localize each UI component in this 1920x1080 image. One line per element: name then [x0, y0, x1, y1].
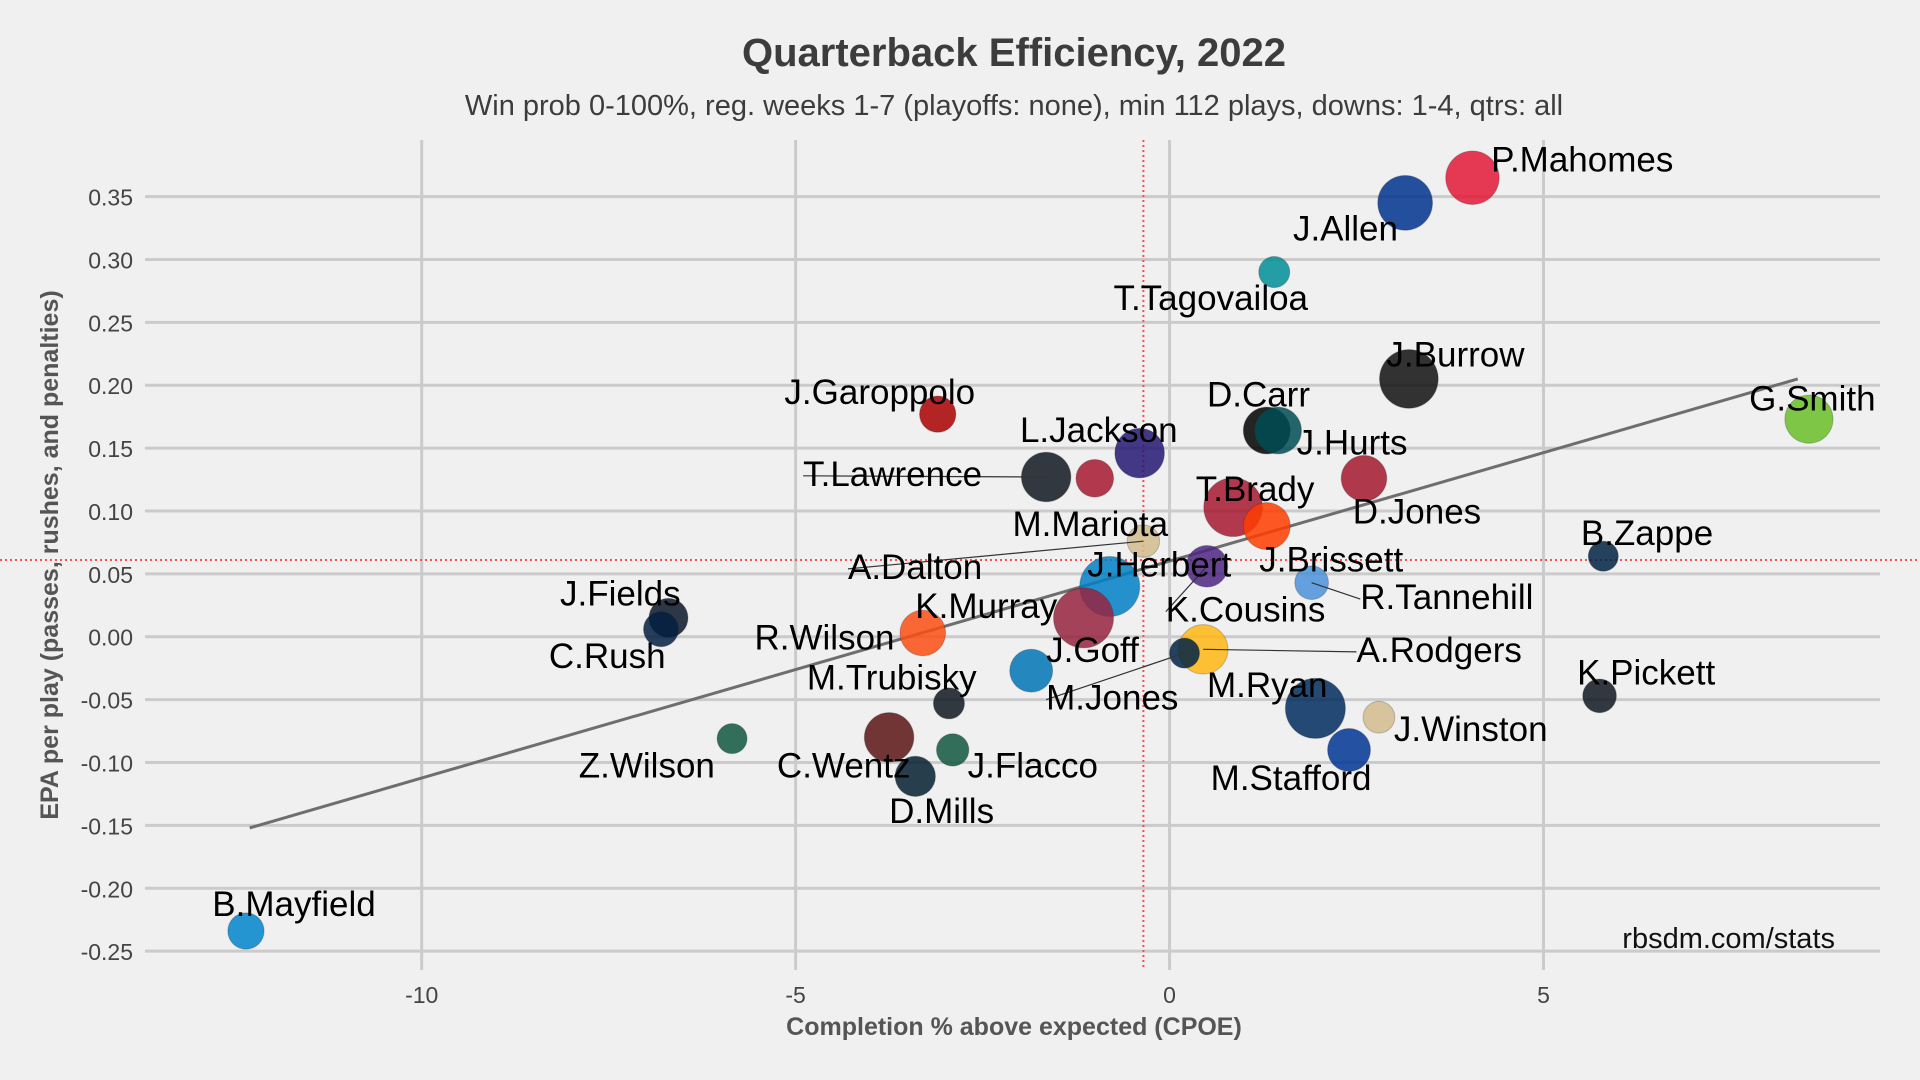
qb-label: K.Cousins — [1166, 591, 1326, 630]
qb-label: M.Jones — [1046, 679, 1178, 718]
x-tick-label: 5 — [1537, 982, 1550, 1008]
qb-point — [935, 733, 970, 767]
qb-point — [1362, 700, 1396, 734]
qb-point — [643, 611, 680, 648]
qb-point — [1377, 175, 1433, 231]
y-tick-label: -0.10 — [81, 751, 133, 777]
qb-label: J.Allen — [1293, 210, 1398, 249]
qb-point — [894, 755, 936, 797]
y-axis-title: EPA per play (passes, rushes, and penalt… — [36, 290, 64, 819]
y-tick-label: 0.00 — [88, 625, 133, 651]
qb-label: M.Mariota — [1013, 505, 1169, 544]
qb-point — [1284, 677, 1346, 739]
tick-labels: 0.35 0.30 0.25 0.20 0.15 0.10 0.05 0.00 -0.05 -0.… — [81, 185, 1550, 1008]
data-points — [227, 150, 1834, 950]
qb-label: R.Tannehill — [1360, 578, 1533, 617]
qb-point — [1587, 540, 1619, 572]
qb-label: L.Jackson — [1020, 411, 1178, 450]
qb-point — [1114, 427, 1165, 479]
qb-label: M.Stafford — [1211, 759, 1372, 798]
label-leader-line — [1311, 582, 1361, 600]
qb-point — [1254, 406, 1302, 455]
point-labels: P.Mahomes J.Allen T.Tagovailoa J.Burrow G.Sm… — [212, 140, 1875, 923]
qb-label: T.Brady — [1196, 470, 1315, 509]
qb-point — [1258, 256, 1291, 289]
qb-point — [1582, 678, 1617, 714]
qb-point — [1340, 455, 1388, 502]
qb-label: R.Wilson — [754, 618, 894, 657]
x-tick-label: -5 — [785, 982, 805, 1008]
label-leader-line — [803, 475, 1047, 478]
qb-point — [1075, 458, 1115, 498]
qb-point — [716, 723, 748, 755]
qb-label: T.Lawrence — [803, 455, 982, 494]
qb-point — [863, 712, 915, 763]
y-tick-label: -0.05 — [81, 688, 133, 714]
qb-label: C.Wentz — [777, 747, 911, 786]
x-tick-label: 0 — [1163, 982, 1176, 1008]
qb-point — [1445, 150, 1500, 205]
qb-point — [919, 395, 957, 433]
qb-point — [932, 687, 965, 720]
qb-label: B.Zappe — [1581, 514, 1713, 553]
qb-point — [1053, 587, 1115, 649]
qb-label: T.Tagovailoa — [1113, 279, 1308, 318]
qb-point — [1327, 727, 1371, 772]
y-tick-label: 0.35 — [88, 185, 133, 211]
y-tick-label: 0.20 — [88, 373, 133, 399]
qb-point — [1009, 648, 1054, 693]
label-leader-line — [1203, 648, 1357, 653]
qb-label: D.Jones — [1353, 493, 1481, 532]
qb-label: A.Rodgers — [1357, 631, 1522, 670]
qb-label: K.Murray — [915, 587, 1057, 626]
qb-label: D.Carr — [1207, 376, 1310, 415]
trend-line — [249, 377, 1799, 830]
y-tick-label: -0.25 — [81, 939, 133, 965]
qb-label: J.Flacco — [968, 747, 1098, 786]
grid — [145, 140, 1880, 970]
y-tick-label: 0.05 — [88, 562, 133, 588]
qb-label: J.Garoppolo — [784, 373, 975, 412]
x-tick-label: -10 — [405, 982, 438, 1008]
qb-label: J.Brissett — [1259, 540, 1403, 579]
qb-point — [1379, 349, 1439, 409]
label-leader-line — [847, 540, 1144, 570]
qb-label: J.Winston — [1394, 710, 1548, 749]
qb-label: J.Fields — [560, 574, 681, 613]
qb-point — [1784, 394, 1834, 444]
chart-title: Quarterback Efficiency, 2022 — [742, 31, 1286, 75]
qb-label: K.Pickett — [1577, 654, 1715, 693]
qb-label: Z.Wilson — [579, 747, 715, 786]
y-tick-label: 0.30 — [88, 247, 133, 273]
y-tick-label: 0.10 — [88, 499, 133, 525]
label-leader-line — [1165, 565, 1208, 613]
qb-point — [227, 912, 265, 950]
qb-point — [1242, 502, 1291, 550]
qb-label: P.Mahomes — [1491, 140, 1673, 179]
qb-label: C.Rush — [549, 637, 666, 676]
qb-label: M.Ryan — [1207, 666, 1328, 705]
label-leader-line — [1045, 652, 1185, 701]
y-tick-label: -0.15 — [81, 813, 133, 839]
x-axis-title: Completion % above expected (CPOE) — [786, 1013, 1242, 1041]
qb-label: D.Mills — [889, 792, 994, 831]
chart-subtitle: Win prob 0-100%, reg. weeks 1-7 (playoff… — [465, 90, 1563, 122]
qb-point — [899, 609, 947, 657]
y-tick-label: -0.20 — [81, 876, 133, 902]
qb-label: B.Mayfield — [212, 885, 375, 924]
qb-label: M.Trubisky — [807, 659, 977, 698]
qb-label: J.Hurts — [1297, 423, 1408, 462]
y-tick-label: 0.15 — [88, 436, 133, 462]
qb-label: J.Herbert — [1087, 545, 1231, 584]
y-tick-label: 0.25 — [88, 310, 133, 336]
qb-label: J.Burrow — [1386, 335, 1525, 374]
credit-text: rbsdm.com/stats — [1622, 923, 1835, 955]
qb-label: J.Goff — [1046, 631, 1139, 670]
qb-label: G.Smith — [1749, 379, 1875, 418]
qb-label: A.Dalton — [848, 548, 982, 587]
